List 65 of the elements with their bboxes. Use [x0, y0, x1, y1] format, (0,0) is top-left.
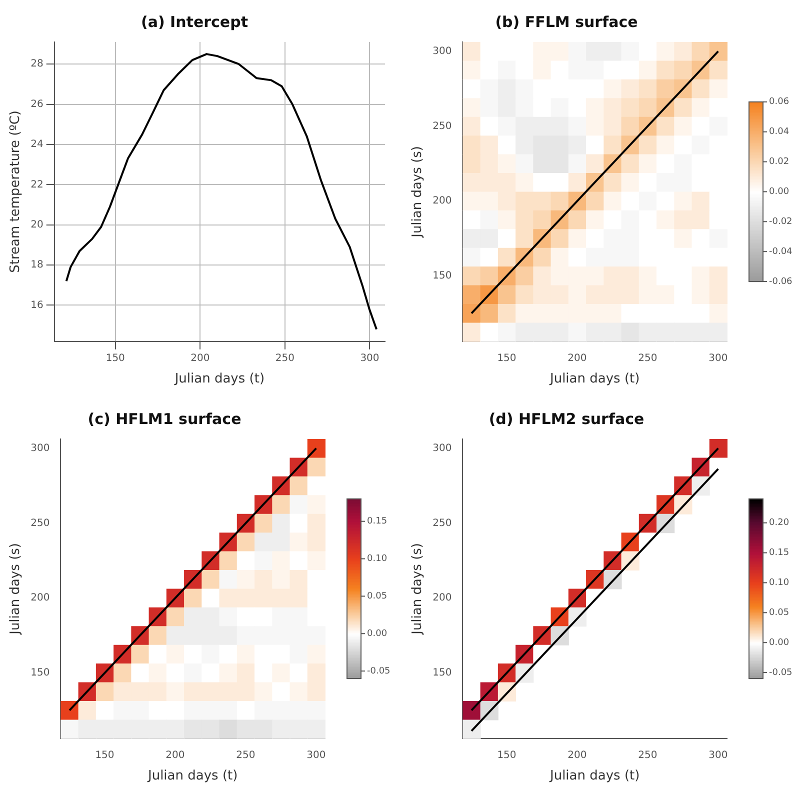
y-axis-title: Stream temperature (ºC): [8, 110, 24, 273]
y-tick-label: 200: [432, 196, 452, 207]
color-bar-label: -0.02: [769, 216, 792, 227]
x-tick-label: 150: [497, 352, 516, 364]
color-bar-label: 0.15: [769, 548, 790, 558]
color-bar-label: -0.05: [367, 666, 390, 676]
x-tick-label: 150: [497, 750, 516, 761]
color-bar-label: -0.04: [769, 246, 793, 257]
x-tick-label: 200: [190, 352, 210, 364]
y-tick-label: 22: [30, 179, 44, 190]
y-tick-label: 250: [30, 518, 50, 529]
y-tick-label: 26: [30, 98, 44, 110]
y-tick-label: 28: [30, 58, 44, 70]
chart-title: (c) HFLM1 surface: [88, 410, 242, 428]
x-axis-title: Julian days (t): [174, 372, 265, 387]
x-tick-label: 250: [275, 352, 294, 364]
color-bar-label: 0.05: [367, 592, 388, 602]
color-bar-label: 0.00: [769, 638, 790, 648]
color-bar-label: 0.15: [367, 516, 388, 527]
x-tick-label: 150: [95, 750, 114, 761]
color-bar-label: 0.10: [367, 554, 388, 564]
y-tick-label: 150: [30, 668, 50, 678]
chart-title: (d) HFLM2 surface: [488, 410, 644, 428]
y-axis-title: Julian days (s): [8, 543, 24, 636]
y-tick-label: 300: [30, 442, 50, 454]
y-axis-title: Julian days (s): [410, 543, 426, 636]
x-axis-title: Julian days (t): [548, 372, 640, 387]
y-tick-label: 150: [432, 668, 452, 678]
y-tick-label: 200: [30, 592, 50, 604]
y-tick-label: 24: [30, 139, 44, 150]
y-axis-title: Julian days (s): [410, 146, 426, 238]
x-tick-label: 300: [306, 750, 326, 761]
y-tick-label: 18: [30, 260, 44, 271]
color-bar-label: 0.20: [769, 518, 790, 528]
y-tick-label: 250: [432, 518, 452, 529]
color-bar-label: 0.05: [769, 608, 790, 618]
x-tick-label: 300: [360, 352, 380, 364]
x-tick-label: 250: [638, 750, 658, 761]
y-tick-label: 150: [432, 270, 452, 282]
color-bar-label: 0.02: [769, 157, 790, 168]
x-tick-label: 300: [708, 352, 728, 364]
x-tick-label: 300: [708, 750, 728, 761]
chart-title: (a) Intercept: [140, 12, 248, 31]
color-bar-label: 0.00: [367, 628, 388, 639]
color-bar-label: 0.00: [769, 187, 790, 198]
color-bar-label: -0.05: [769, 668, 792, 678]
x-tick-label: 250: [236, 750, 256, 761]
color-bar-label: 0.06: [769, 97, 790, 108]
color-bar-label: 0.10: [769, 578, 790, 588]
x-tick-label: 200: [166, 750, 185, 761]
y-tick-label: 250: [432, 120, 452, 132]
y-tick-label: 300: [432, 46, 452, 57]
y-tick-label: 300: [432, 442, 452, 454]
y-tick-label: 20: [30, 219, 44, 230]
y-tick-label: 16: [30, 300, 44, 311]
x-tick-label: 150: [106, 352, 125, 364]
y-tick-label: 200: [432, 592, 452, 604]
x-tick-label: 250: [638, 352, 658, 364]
color-bar-label: -0.06: [769, 276, 793, 287]
color-bar-label: 0.04: [769, 127, 790, 138]
x-tick-label: 200: [568, 750, 587, 761]
x-axis-title: Julian days (t): [146, 768, 238, 784]
x-tick-label: 200: [568, 352, 587, 364]
x-axis-title: Julian days (t): [548, 768, 640, 784]
chart-title: (b) FFLM surface: [495, 12, 638, 31]
